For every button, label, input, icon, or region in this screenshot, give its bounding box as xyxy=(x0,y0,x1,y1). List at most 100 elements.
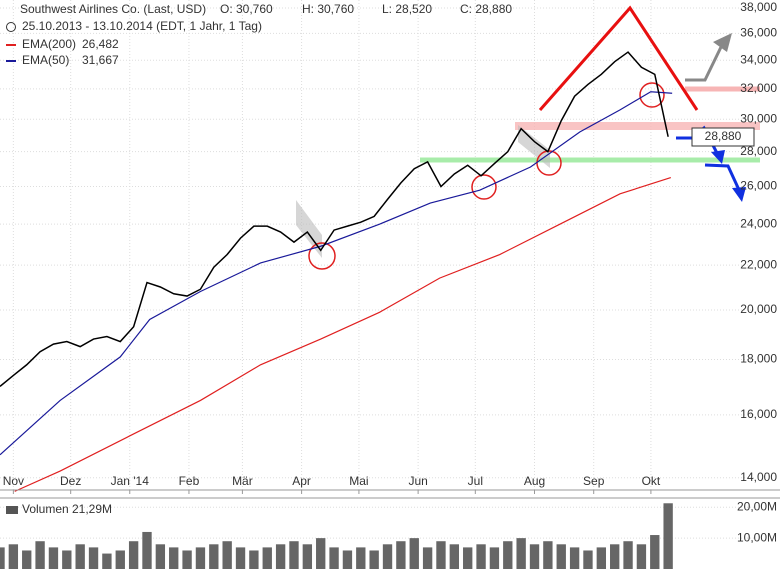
volume-bar xyxy=(302,544,313,569)
volume-bar xyxy=(516,538,526,569)
volume-bar xyxy=(155,544,166,569)
volume-bar xyxy=(289,541,299,569)
volume-bar xyxy=(650,535,660,569)
ema-line xyxy=(14,176,671,492)
y-tick-label: 26,000 xyxy=(740,179,777,193)
volume-bar xyxy=(48,547,59,569)
x-tick-label: Nov xyxy=(3,474,24,488)
y-tick-label: 24,000 xyxy=(740,216,777,230)
date-range: 25.10.2013 - 13.10.2014 (EDT, 1 Jahr, 1 … xyxy=(22,19,262,33)
volume-bar xyxy=(249,550,259,569)
volume-bar xyxy=(142,531,152,569)
volume-bar xyxy=(275,544,286,569)
grid xyxy=(0,0,755,539)
up-arrow xyxy=(685,44,724,82)
volume-bar xyxy=(436,541,446,569)
volume-bar xyxy=(222,541,232,569)
volume-bar xyxy=(409,538,419,569)
volume-bar xyxy=(356,547,366,569)
volume-bar xyxy=(195,547,206,569)
volume-bar xyxy=(396,541,406,569)
legend-value: 26,482 xyxy=(82,37,119,51)
volume-bar xyxy=(636,544,647,569)
arrowhead xyxy=(732,187,746,202)
volume-bar xyxy=(75,544,85,569)
volume-bar xyxy=(209,544,219,569)
arrowhead xyxy=(711,150,725,164)
volume-bar xyxy=(115,550,125,569)
marks xyxy=(0,51,673,569)
volume-bar xyxy=(0,547,5,569)
y-tick-label: 14,000 xyxy=(740,470,777,484)
price-tag-box xyxy=(691,127,755,147)
volume-bar xyxy=(489,547,500,569)
volume-bar xyxy=(8,544,19,569)
x-tick-label: Jan '14 xyxy=(111,474,150,488)
legend-value: 31,667 xyxy=(82,53,119,67)
legend-name: EMA(50) xyxy=(22,53,69,67)
price-tag: 28,880 xyxy=(705,129,742,143)
volume-bar xyxy=(62,550,72,569)
x-tick-label: Feb xyxy=(179,474,200,488)
x-tick-label: Dez xyxy=(60,474,81,488)
arrowhead xyxy=(713,33,732,52)
volume-bar xyxy=(369,550,379,569)
volume-bar xyxy=(556,544,566,569)
volume-bar xyxy=(623,541,633,569)
volume-bar xyxy=(316,538,326,569)
x-tick-label: Mär xyxy=(232,474,253,488)
volume-bar xyxy=(449,544,460,569)
volume-bar xyxy=(596,547,607,569)
y-tick-label: 20,000 xyxy=(740,302,777,316)
y-tick-label: 38,000 xyxy=(740,0,777,14)
circle-marker xyxy=(639,82,665,108)
volume-icon xyxy=(6,506,18,514)
volume-bar xyxy=(22,550,32,569)
volume-bar xyxy=(235,547,246,569)
volume-tick-label: 10,00M xyxy=(737,530,777,544)
low: L: 28,520 xyxy=(382,2,432,16)
volume-bar xyxy=(329,547,339,569)
volume-bar xyxy=(583,550,593,569)
volume-bar xyxy=(569,547,580,569)
high: H: 30,760 xyxy=(302,2,354,16)
volume-bar xyxy=(663,503,673,569)
top-formation xyxy=(538,5,699,111)
price-line xyxy=(0,51,669,387)
volume-bar xyxy=(422,547,433,569)
volume-bar xyxy=(463,547,473,569)
volume-bar xyxy=(543,541,553,569)
x-tick-label: Mai xyxy=(349,474,368,488)
x-tick-label: Sep xyxy=(583,474,605,488)
volume-tick-label: 20,00M xyxy=(737,499,777,513)
close: C: 28,880 xyxy=(460,2,512,16)
volume-bar xyxy=(342,550,353,569)
volume-bar xyxy=(128,541,139,569)
title: Southwest Airlines Co. (Last, USD) xyxy=(20,2,206,16)
legend-name: EMA(200) xyxy=(22,37,76,51)
resistance-zone xyxy=(515,122,760,130)
y-tick-label: 30,000 xyxy=(740,111,777,125)
volume-bar xyxy=(102,553,112,569)
clock-icon xyxy=(6,22,16,32)
volume-bar xyxy=(35,541,45,569)
y-tick-label: 28,000 xyxy=(740,144,777,158)
y-tick-label: 16,000 xyxy=(740,407,777,421)
volume-bar xyxy=(88,547,99,569)
volume-bar xyxy=(382,544,393,569)
circle-marker xyxy=(308,242,336,270)
flag xyxy=(518,125,550,168)
ema-line xyxy=(0,91,673,456)
y-tick-label: 32,000 xyxy=(740,81,777,95)
volume-bar xyxy=(610,544,620,569)
y-tick-label: 22,000 xyxy=(740,257,777,271)
y-tick-label: 34,000 xyxy=(740,52,777,66)
y-tick-label: 18,000 xyxy=(740,352,777,366)
y-tick-label: 36,000 xyxy=(740,26,777,40)
x-tick-label: Okt xyxy=(642,474,661,488)
volume-last: 21,29M xyxy=(72,502,112,516)
open: O: 30,760 xyxy=(220,2,273,16)
volume-label: Volumen xyxy=(22,502,69,516)
down-arrow xyxy=(704,163,742,193)
